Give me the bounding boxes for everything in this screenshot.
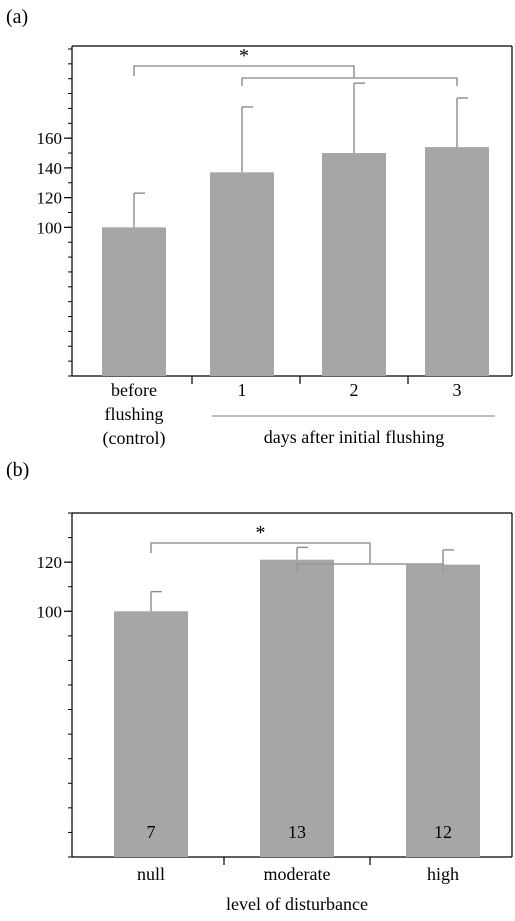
bar-a-3 xyxy=(322,153,386,376)
x-tick-label: flushing xyxy=(104,404,163,424)
x-tick-label: 1 xyxy=(238,380,247,400)
x-tick-label: 3 xyxy=(453,380,462,400)
bar-n-label: 12 xyxy=(434,822,452,842)
significance-bracket xyxy=(133,65,355,78)
bar-a-4 xyxy=(425,147,489,376)
bar-b-1 xyxy=(114,611,188,857)
x-tick-label: null xyxy=(137,864,165,884)
significance-star: * xyxy=(256,522,266,544)
significance-bracket xyxy=(150,542,371,564)
bar-a-1 xyxy=(102,227,166,376)
y-tick-label: 100 xyxy=(37,602,63,621)
bar-n-label: 13 xyxy=(288,822,306,842)
x-tick-label: high xyxy=(427,864,459,884)
significance-star: * xyxy=(239,45,249,67)
x-tick-label: moderate xyxy=(264,864,331,884)
significance-sub-bracket xyxy=(296,563,444,572)
y-tick-label: 120 xyxy=(37,553,63,572)
y-tick-label: 140 xyxy=(37,159,63,178)
x-tick-label: before xyxy=(111,380,157,400)
y-tick-label: 100 xyxy=(37,218,63,237)
significance-sub-bracket xyxy=(241,77,458,86)
x-tick-label: (control) xyxy=(103,428,166,449)
y-tick-label: 120 xyxy=(37,189,63,208)
panel-b-label: (b) xyxy=(6,459,30,481)
bar-a-2 xyxy=(210,172,274,376)
bar-b-2 xyxy=(260,559,334,857)
x-axis-label: level of disturbance xyxy=(226,894,368,914)
group-label: days after initial flushing xyxy=(264,427,444,447)
bar-n-label: 7 xyxy=(147,822,156,842)
panel-a-label: (a) xyxy=(6,6,29,28)
x-tick-label: 2 xyxy=(350,380,359,400)
y-tick-label: 160 xyxy=(37,129,63,148)
bar-b-3 xyxy=(406,564,480,857)
